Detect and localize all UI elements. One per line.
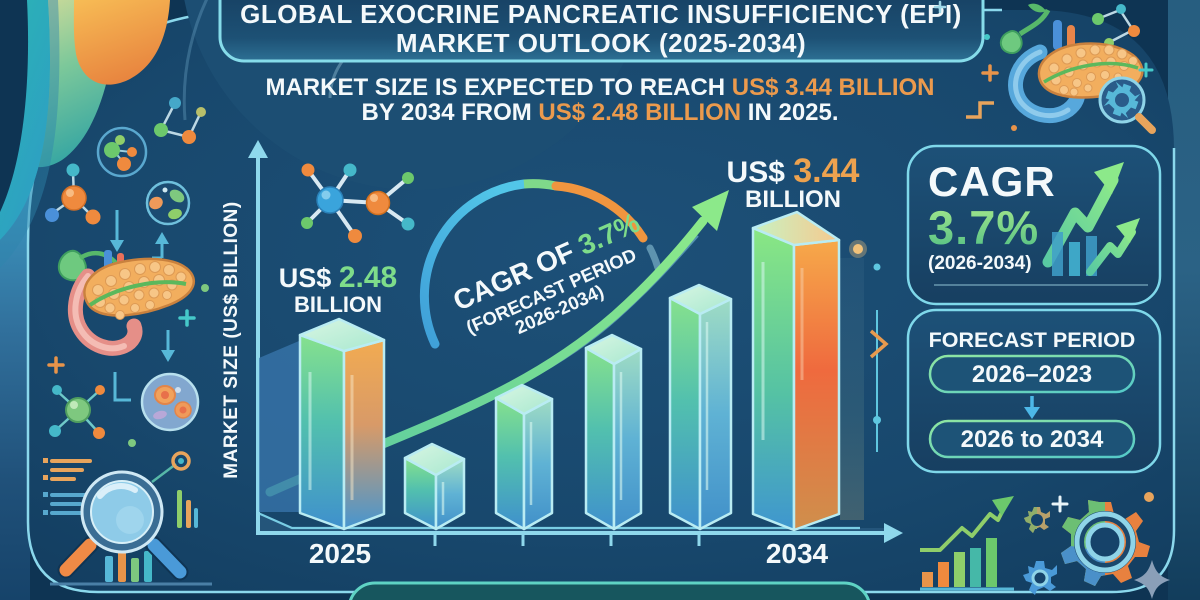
svg-text:CAGR: CAGR bbox=[928, 158, 1056, 205]
svg-text:2034: 2034 bbox=[766, 538, 829, 569]
svg-text:2026–2023: 2026–2023 bbox=[972, 361, 1092, 388]
svg-text:BY 2034 FROM US$ 2.48 BILLION: BY 2034 FROM US$ 2.48 BILLION IN 2025. bbox=[361, 99, 838, 126]
svg-text:US$ 3.44: US$ 3.44 bbox=[727, 152, 860, 190]
svg-text:2026 to 2034: 2026 to 2034 bbox=[961, 426, 1104, 453]
svg-text:US$ 2.48: US$ 2.48 bbox=[279, 261, 397, 294]
svg-text:FORECAST PERIOD: FORECAST PERIOD bbox=[929, 328, 1136, 352]
svg-text:BILLION: BILLION bbox=[745, 186, 841, 213]
svg-text:BILLION: BILLION bbox=[294, 292, 382, 317]
svg-text:MARKET OUTLOOK (2025-2034): MARKET OUTLOOK (2025-2034) bbox=[396, 28, 806, 58]
svg-text:2025: 2025 bbox=[309, 538, 371, 569]
svg-text:GLOBAL EXOCRINE PANCREATIC INS: GLOBAL EXOCRINE PANCREATIC INSUFFICIENCY… bbox=[240, 0, 962, 29]
svg-text:3.7%: 3.7% bbox=[928, 201, 1039, 254]
svg-text:(2026-2034): (2026-2034) bbox=[928, 253, 1032, 274]
svg-text:MARKET SIZE IS EXPECTED TO REA: MARKET SIZE IS EXPECTED TO REACH US$ 3.4… bbox=[265, 74, 934, 101]
svg-text:MARKET SIZE (US$ BILLION): MARKET SIZE (US$ BILLION) bbox=[221, 201, 242, 478]
